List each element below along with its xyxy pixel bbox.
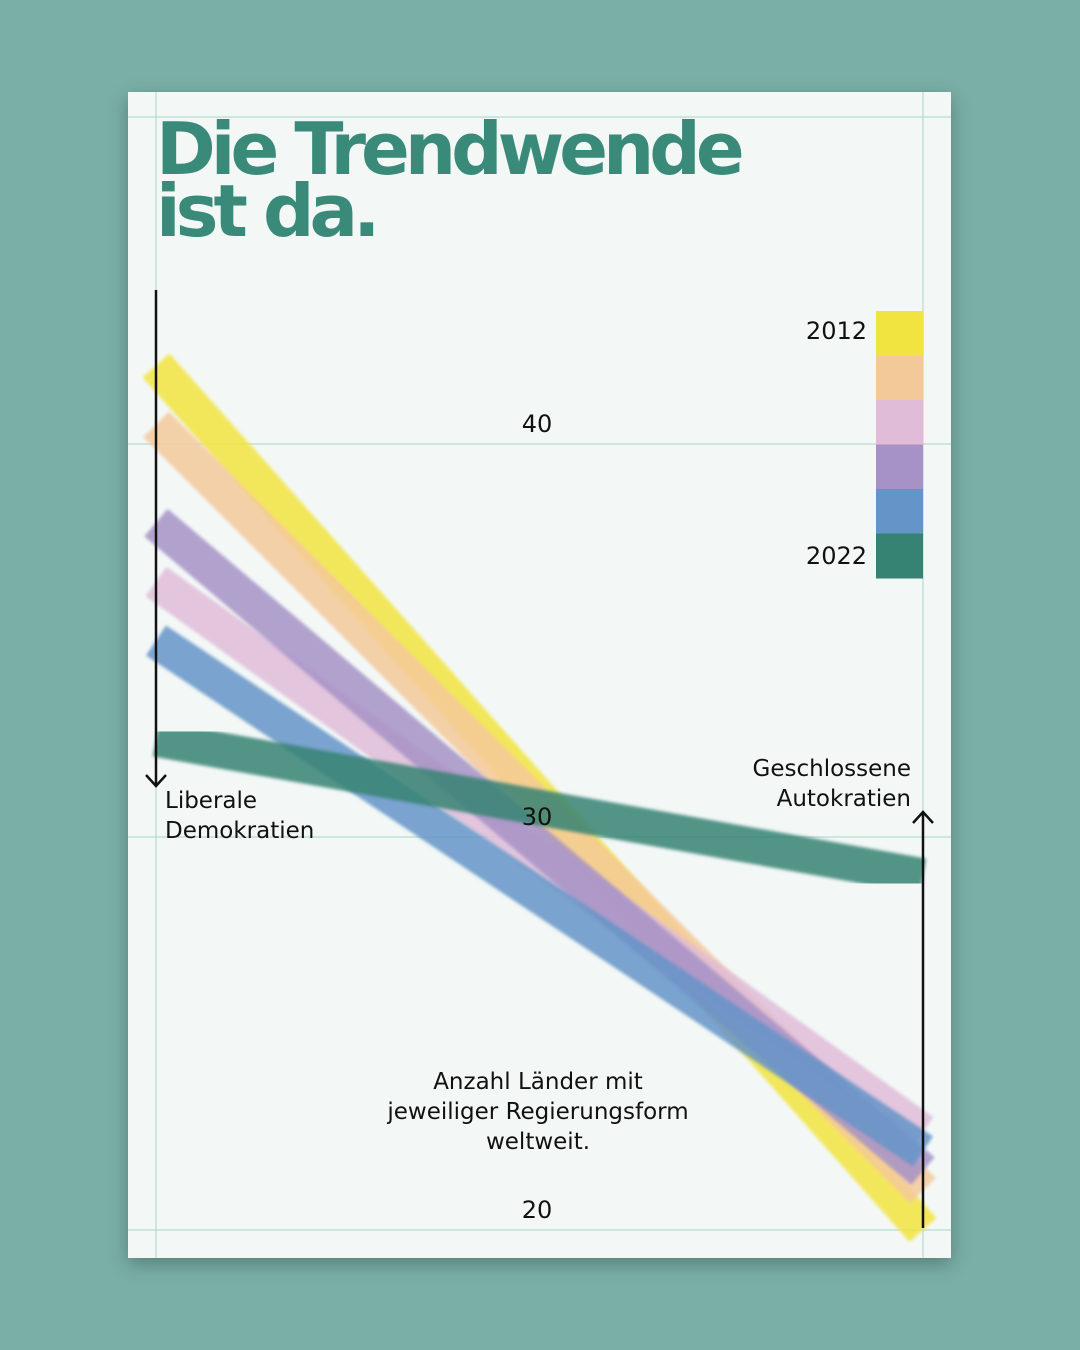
y-tick-label: 30 bbox=[521, 803, 553, 831]
right-axis-label-line: Geschlossene bbox=[752, 756, 911, 782]
series-bands bbox=[142, 353, 937, 1242]
legend-end-label: 2022 bbox=[805, 542, 867, 570]
y-tick-label: 20 bbox=[521, 1196, 553, 1224]
left-axis-label-line: Liberale bbox=[165, 788, 258, 814]
legend-swatch bbox=[876, 400, 923, 445]
poster: Die Trendwende ist da. 40 30 20 Liberale… bbox=[128, 92, 951, 1258]
left-axis-label-line: Demokratien bbox=[165, 818, 315, 844]
caption-line: jeweiliger Regierungsform bbox=[387, 1099, 689, 1125]
legend-swatch bbox=[876, 355, 923, 401]
legend-swatch bbox=[876, 444, 923, 490]
caption-line: weltweit. bbox=[485, 1129, 591, 1155]
legend-swatch bbox=[876, 533, 923, 579]
up-arrowhead-icon bbox=[912, 810, 934, 824]
legend-swatch bbox=[876, 489, 923, 534]
axis-arrows bbox=[145, 290, 934, 1228]
caption-line: Anzahl Länder mit bbox=[433, 1069, 643, 1095]
series-band bbox=[146, 625, 933, 1167]
page-title: Die Trendwende ist da. bbox=[156, 107, 745, 253]
series-band bbox=[152, 721, 927, 895]
right-axis-label-line: Autokratien bbox=[776, 786, 911, 812]
y-tick-label: 40 bbox=[521, 410, 553, 438]
left-axis-label: Liberale Demokratien bbox=[165, 786, 314, 846]
legend-start-label: 2012 bbox=[805, 317, 867, 345]
legend-swatch bbox=[876, 311, 923, 356]
chart bbox=[128, 92, 951, 1258]
legend bbox=[876, 311, 923, 579]
right-axis-label: Geschlossene Autokratien bbox=[753, 754, 911, 814]
chart-caption: Anzahl Länder mit jeweiliger Regierungsf… bbox=[348, 1067, 728, 1157]
down-arrowhead-icon bbox=[145, 774, 167, 788]
